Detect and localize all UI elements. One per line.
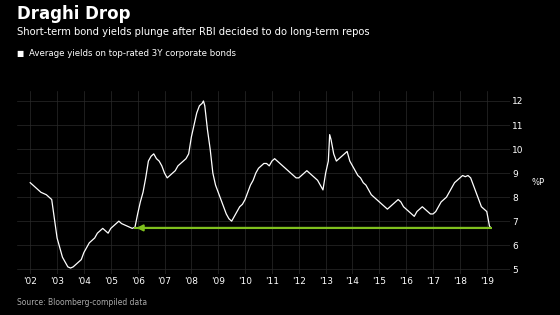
- Text: Source: Bloomberg-compiled data: Source: Bloomberg-compiled data: [17, 298, 147, 307]
- Y-axis label: %P: %P: [531, 178, 544, 187]
- Text: Draghi Drop: Draghi Drop: [17, 5, 130, 23]
- Text: Average yields on top-rated 3Y corporate bonds: Average yields on top-rated 3Y corporate…: [29, 49, 236, 58]
- Text: ■: ■: [17, 49, 24, 58]
- Text: Short-term bond yields plunge after RBI decided to do long-term repos: Short-term bond yields plunge after RBI …: [17, 27, 370, 37]
